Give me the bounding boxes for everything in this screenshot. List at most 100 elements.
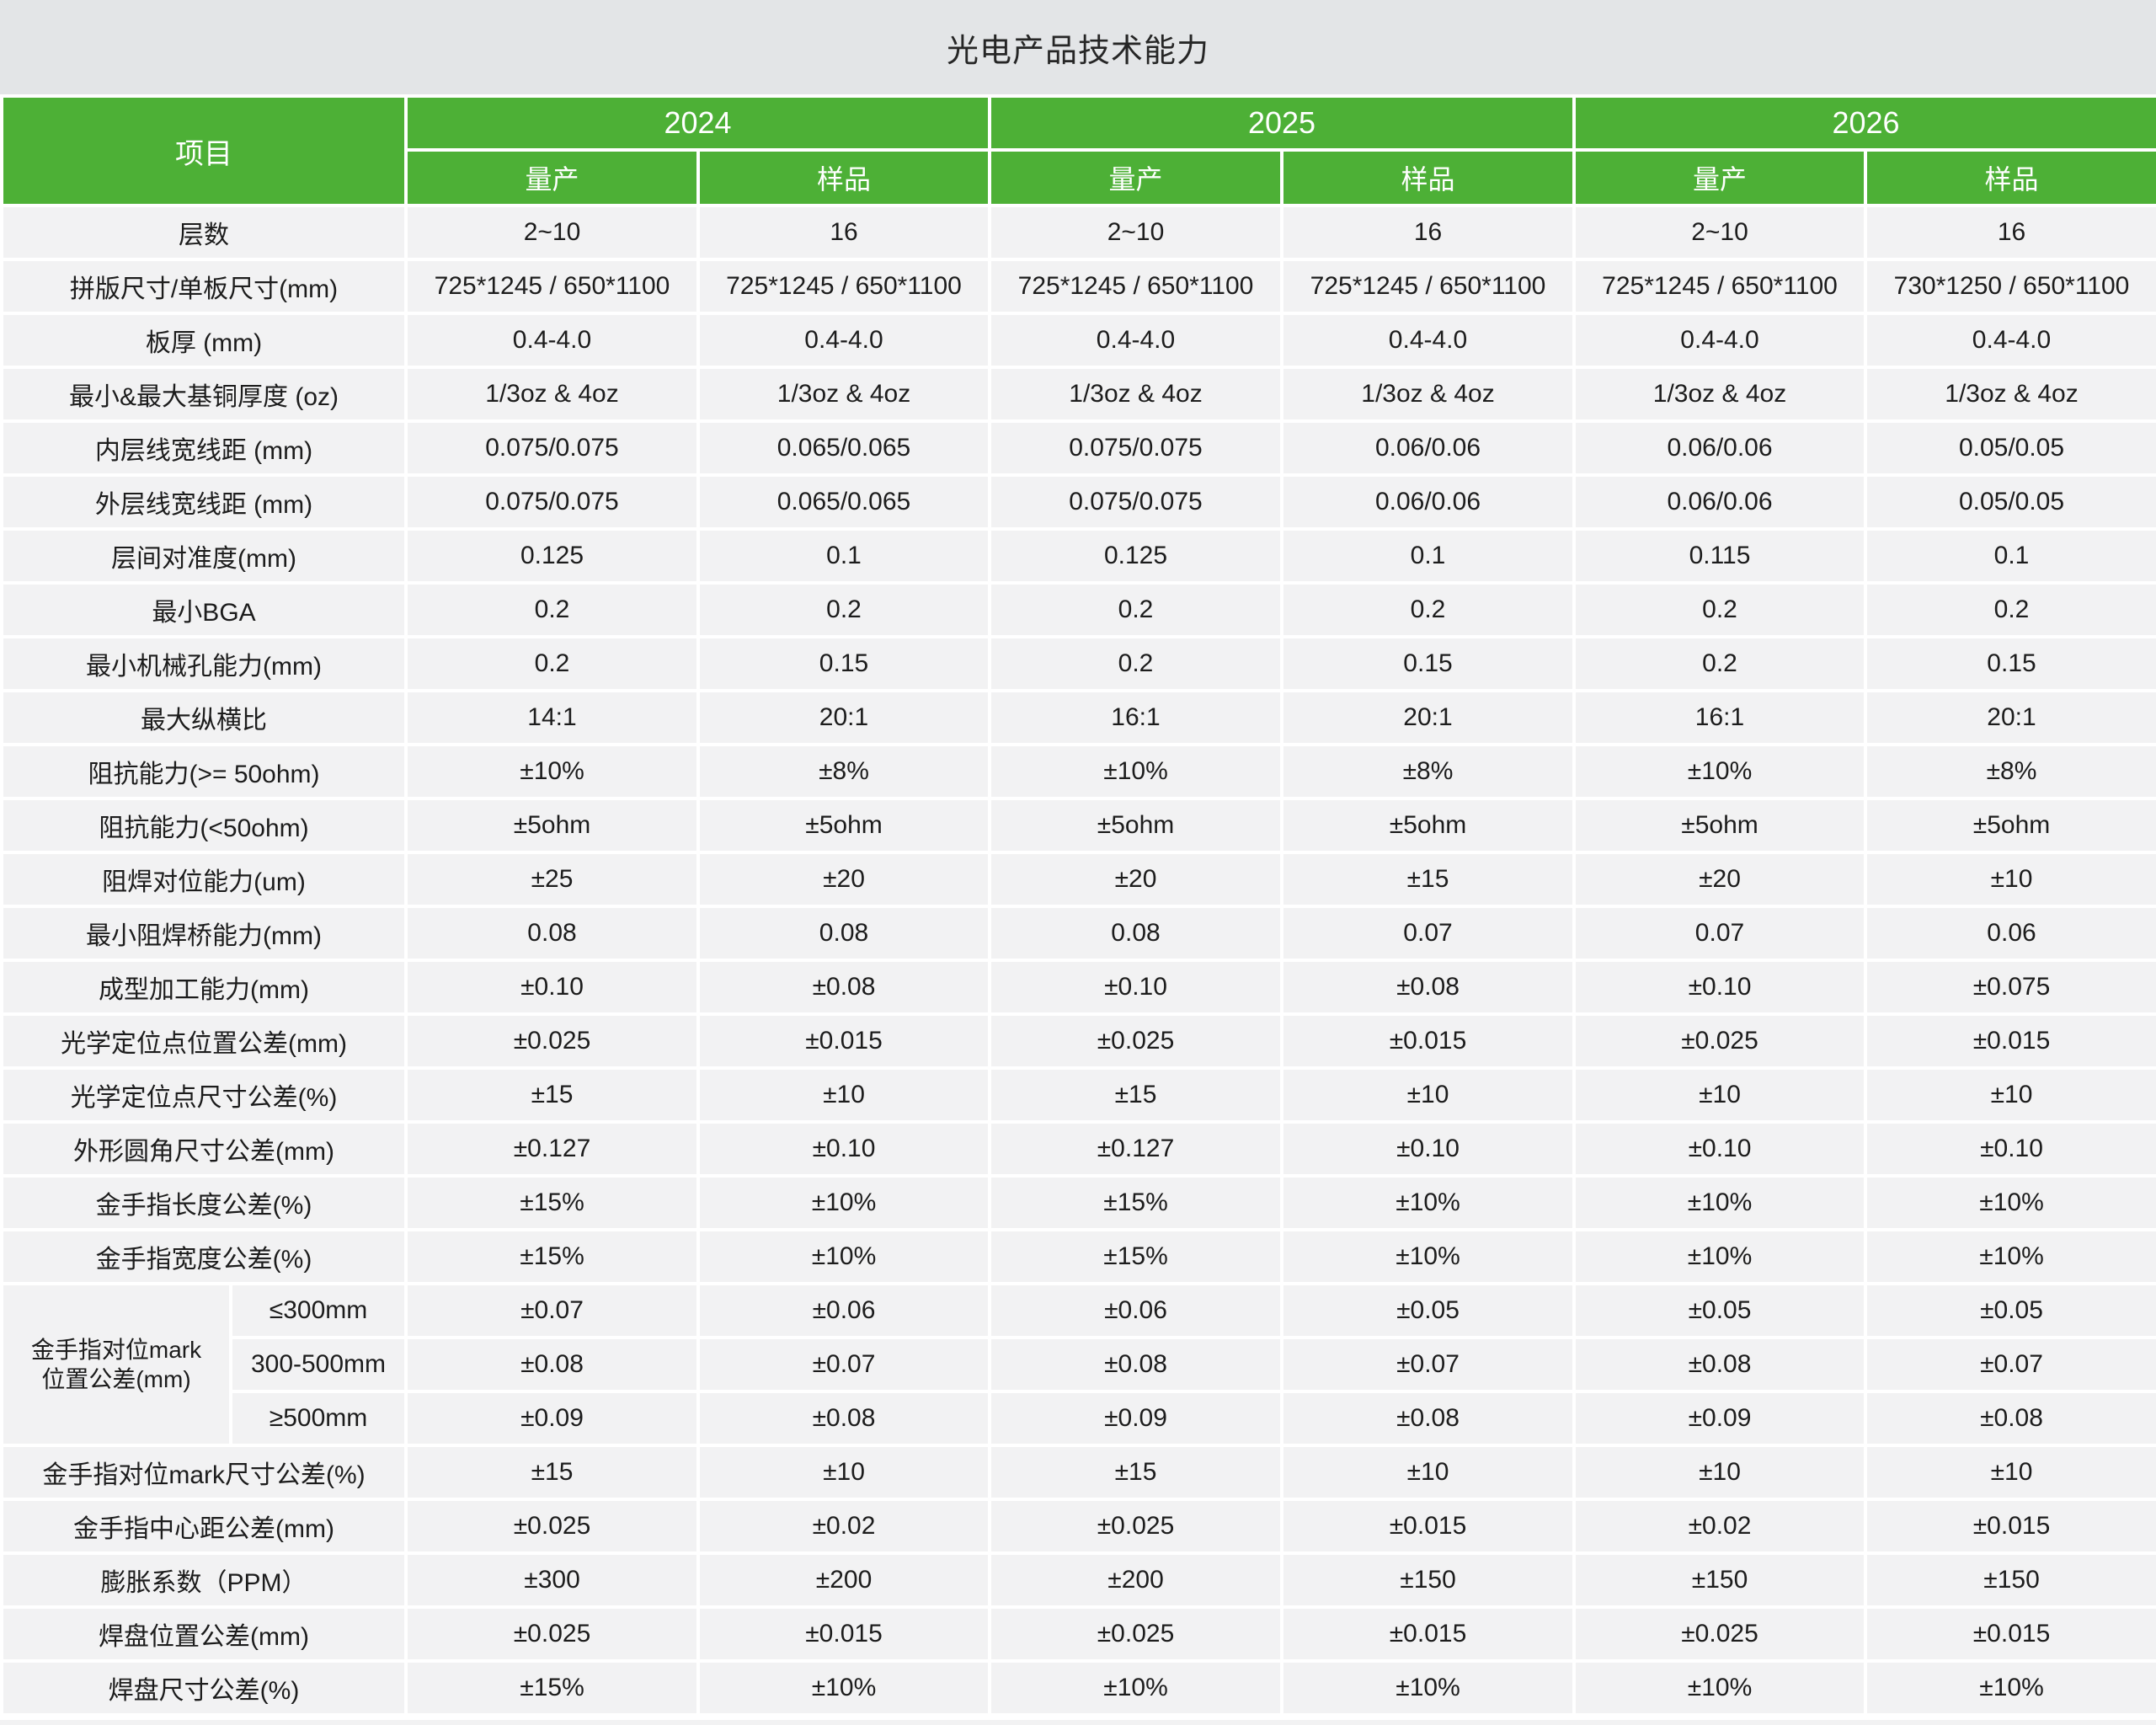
table-row: 最小BGA 0.2 0.2 0.2 0.2 0.2 0.2 (0, 581, 2156, 638)
cell-value: ±10 (1572, 1066, 1867, 1124)
cell-value: ±10 (1280, 1066, 1576, 1124)
cell-value: ±0.02 (696, 1498, 991, 1555)
table-row: 最小机械孔能力(mm) 0.2 0.15 0.2 0.15 0.2 0.15 (0, 635, 2156, 692)
row-subrange-label: ≥500mm (229, 1390, 408, 1447)
subcol-header-2025-massprod: 量产 (988, 148, 1283, 207)
cell-value: ±5ohm (1280, 797, 1576, 854)
row-subrange-label: ≤300mm (229, 1282, 408, 1339)
cell-value: 0.06/0.06 (1280, 419, 1576, 477)
cell-value: ±150 (1864, 1551, 2156, 1609)
table-row: 焊盘位置公差(mm) ±0.025 ±0.015 ±0.025 ±0.015 ±0.025… (0, 1605, 2156, 1663)
cell-value: 20:1 (1280, 689, 1576, 746)
subcol-header-2025-sample: 样品 (1280, 148, 1576, 207)
cell-value: ±15% (404, 1228, 700, 1285)
cell-value: 16:1 (1572, 689, 1867, 746)
cell-value: 16 (696, 204, 991, 261)
row-label: 成型加工能力(mm) (0, 959, 408, 1016)
cell-value: 0.1 (1864, 527, 2156, 585)
cell-value: 0.08 (696, 905, 991, 962)
cell-value: ±15% (988, 1228, 1283, 1285)
table-row: 金手指长度公差(%) ±15% ±10% ±15% ±10% ±10% ±10% (0, 1174, 2156, 1231)
cell-value: ±150 (1572, 1551, 1867, 1609)
cell-value: 0.4-4.0 (696, 312, 991, 369)
row-label: 光学定位点尺寸公差(%) (0, 1066, 408, 1124)
cell-value: 0.065/0.065 (696, 473, 991, 531)
row-group-label: 金手指对位mark 位置公差(mm) (0, 1282, 232, 1447)
cell-value: 0.4-4.0 (1572, 312, 1867, 369)
row-label: 板厚 (mm) (0, 312, 408, 369)
cell-value: 16:1 (988, 689, 1283, 746)
cell-value: ±0.015 (1864, 1498, 2156, 1555)
cell-value: ±0.015 (1280, 1498, 1576, 1555)
cell-value: 14:1 (404, 689, 700, 746)
cell-value: 1/3oz & 4oz (404, 366, 700, 423)
cell-value: 725*1245 / 650*1100 (1280, 258, 1576, 315)
cell-value: ±0.09 (988, 1390, 1283, 1447)
row-label: 拼版尺寸/单板尺寸(mm) (0, 258, 408, 315)
cell-value: 1/3oz & 4oz (1864, 366, 2156, 423)
cell-value: 0.06 (1864, 905, 2156, 962)
cell-value: ±0.08 (696, 1390, 991, 1447)
table-row: 阻抗能力(>= 50ohm) ±10% ±8% ±10% ±8% ±10% ±8% (0, 743, 2156, 800)
partial-row-sliver (0, 1717, 2156, 1725)
cell-value: 0.2 (1572, 581, 1867, 638)
cell-value: ±0.015 (1864, 1012, 2156, 1070)
row-label: 层数 (0, 204, 408, 261)
row-label: 阻焊对位能力(um) (0, 851, 408, 908)
cell-value: ±0.09 (1572, 1390, 1867, 1447)
cell-value: ±10% (1572, 743, 1867, 800)
subcol-header-2024-sample: 样品 (696, 148, 991, 207)
cell-value: 0.4-4.0 (1280, 312, 1576, 369)
cell-value: ±0.025 (1572, 1605, 1867, 1663)
row-label: 外层线宽线距 (mm) (0, 473, 408, 531)
cell-value: 0.4-4.0 (988, 312, 1283, 369)
cell-value: ±0.08 (1864, 1390, 2156, 1447)
cell-value: ±0.015 (696, 1605, 991, 1663)
table-row: 金手指中心距公差(mm) ±0.025 ±0.02 ±0.025 ±0.015 ±0.02… (0, 1498, 2156, 1555)
cell-value: 0.1 (696, 527, 991, 585)
cell-value: ±15% (404, 1174, 700, 1231)
cell-value: 2~10 (404, 204, 700, 261)
subcol-header-2024-massprod: 量产 (404, 148, 700, 207)
title-band: 光电产品技术能力 (0, 0, 2156, 94)
cell-value: ±10% (696, 1659, 991, 1717)
table-row: 最小阻焊桥能力(mm) 0.08 0.08 0.08 0.07 0.07 0.06 (0, 905, 2156, 962)
cell-value: ±15 (1280, 851, 1576, 908)
cell-value: ±5ohm (696, 797, 991, 854)
item-header: 项目 (0, 94, 408, 207)
cell-value: ±10 (1864, 1444, 2156, 1501)
cell-value: ±10% (1280, 1228, 1576, 1285)
cell-value: ±200 (696, 1551, 991, 1609)
year-header-2025: 2025 (988, 94, 1576, 152)
cell-value: ±0.10 (1572, 959, 1867, 1016)
cell-value: ±0.10 (1864, 1120, 2156, 1178)
cell-value: ±0.127 (404, 1120, 700, 1178)
row-label: 最小&最大基铜厚度 (oz) (0, 366, 408, 423)
cell-value: ±25 (404, 851, 700, 908)
cell-value: ±5ohm (1864, 797, 2156, 854)
subcol-header-2026-massprod: 量产 (1572, 148, 1867, 207)
cell-value: 16 (1864, 204, 2156, 261)
table-row: 光学定位点位置公差(mm) ±0.025 ±0.015 ±0.025 ±0.015 ±0.… (0, 1012, 2156, 1070)
row-label: 膨胀系数（PPM） (0, 1551, 408, 1609)
cell-value: ±0.06 (988, 1282, 1283, 1339)
cell-value: ±0.025 (988, 1012, 1283, 1070)
cell-value: ±10 (1864, 851, 2156, 908)
table-row: 外层线宽线距 (mm) 0.075/0.075 0.065/0.065 0.075/0… (0, 473, 2156, 531)
table-row: 层数 2~10 16 2~10 16 2~10 16 (0, 204, 2156, 261)
row-label: 阻抗能力(<50ohm) (0, 797, 408, 854)
cell-value: 730*1250 / 650*1100 (1864, 258, 2156, 315)
row-label: 最小阻焊桥能力(mm) (0, 905, 408, 962)
cell-value: 0.2 (1572, 635, 1867, 692)
cell-value: ±0.08 (1280, 1390, 1576, 1447)
row-subrange-label: 300-500mm (229, 1336, 408, 1393)
row-label: 内层线宽线距 (mm) (0, 419, 408, 477)
page-title: 光电产品技术能力 (946, 33, 1209, 69)
row-label: 层间对准度(mm) (0, 527, 408, 585)
cell-value: ±0.05 (1280, 1282, 1576, 1339)
table-row: 金手指对位mark尺寸公差(%) ±15 ±10 ±15 ±10 ±10 ±10 (0, 1444, 2156, 1501)
cell-value: 0.075/0.075 (988, 473, 1283, 531)
row-label: 阻抗能力(>= 50ohm) (0, 743, 408, 800)
table-row: 拼版尺寸/单板尺寸(mm) 725*1245 / 650*1100 725*1245… (0, 258, 2156, 315)
